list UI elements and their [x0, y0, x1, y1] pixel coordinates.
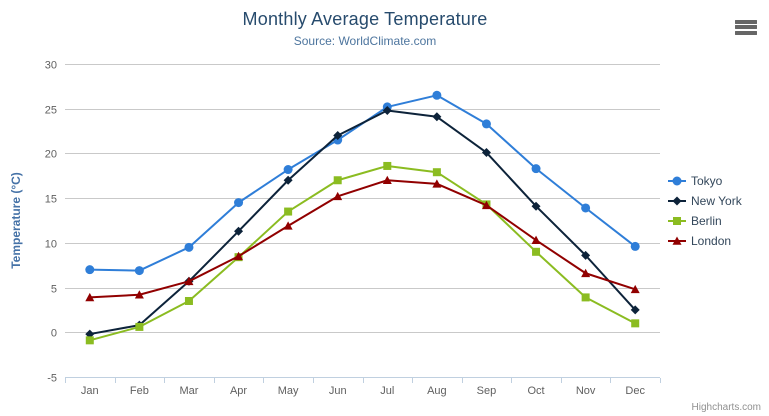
series-new-york — [85, 106, 640, 339]
x-axis-label: Oct — [527, 385, 544, 397]
tokyo-point-jan[interactable] — [85, 265, 95, 275]
london-point-feb[interactable] — [134, 290, 144, 299]
series-london — [85, 175, 640, 302]
x-axis-label: Jun — [329, 385, 347, 397]
london-point-jun[interactable] — [333, 191, 343, 201]
series-tokyo — [85, 90, 640, 276]
x-axis-label: Dec — [625, 385, 645, 397]
y-axis-label: 0 — [51, 328, 57, 340]
legend: Tokyo New York Berlin London — [668, 171, 742, 251]
legend-label-london: London — [691, 234, 732, 248]
new-york-point-jun[interactable] — [333, 131, 343, 141]
london-point-mar[interactable] — [184, 276, 194, 286]
tokyo-series-marker-icon — [668, 176, 686, 186]
new-york-point-jul[interactable] — [382, 106, 392, 116]
series-line-new-york — [88, 109, 637, 336]
new-york-point-oct[interactable] — [531, 201, 541, 211]
new-york-point-aug[interactable] — [432, 112, 442, 122]
berlin-point-jul[interactable] — [383, 161, 392, 170]
y-axis-label: 30 — [45, 60, 57, 72]
x-axis-label: Sep — [477, 385, 497, 397]
legend-item-berlin[interactable]: Berlin — [668, 211, 742, 231]
x-axis-label: Aug — [427, 385, 447, 397]
legend-item-tokyo[interactable]: Tokyo — [668, 171, 742, 191]
y-axis-label: 25 — [45, 105, 57, 117]
series-line-tokyo — [88, 94, 637, 272]
tokyo-point-sep[interactable] — [481, 119, 491, 129]
london-point-oct[interactable] — [531, 235, 541, 244]
berlin-point-dec[interactable] — [631, 319, 640, 328]
x-axis-label: May — [278, 385, 299, 397]
berlin-point-feb[interactable] — [135, 322, 144, 331]
london-point-may[interactable] — [283, 221, 293, 230]
series-line-london — [88, 179, 637, 299]
london-point-sep[interactable] — [481, 200, 491, 210]
berlin-point-mar[interactable] — [184, 296, 193, 305]
berlin-series-marker-icon — [668, 217, 686, 225]
new-york-point-jan[interactable] — [85, 329, 95, 339]
chart-title: Monthly Average Temperature — [242, 9, 488, 29]
legend-label-berlin: Berlin — [691, 214, 722, 228]
new-york-point-may[interactable] — [283, 175, 293, 185]
london-point-nov[interactable] — [581, 268, 591, 278]
x-axis-label: Jul — [380, 385, 394, 397]
new-york-point-nov[interactable] — [581, 250, 591, 260]
export-menu-button[interactable] — [733, 15, 759, 39]
hamburger-menu-icon — [735, 18, 757, 36]
london-point-jul[interactable] — [382, 175, 392, 185]
series-line-berlin — [88, 164, 637, 342]
y-axis-label: 15 — [45, 194, 57, 206]
x-axis-label: Apr — [230, 385, 247, 397]
london-point-jan[interactable] — [85, 292, 95, 302]
tokyo-point-mar[interactable] — [184, 242, 194, 252]
london-point-dec[interactable] — [630, 284, 640, 294]
legend-item-new-york[interactable]: New York — [668, 191, 742, 211]
new-york-point-sep[interactable] — [481, 148, 491, 158]
credits-link[interactable]: Highcharts.com — [691, 402, 761, 413]
london-point-apr[interactable] — [234, 251, 244, 261]
legend-label-tokyo: Tokyo — [691, 174, 723, 188]
x-axis-label: Feb — [130, 385, 149, 397]
tokyo-point-nov[interactable] — [581, 203, 591, 213]
x-axis-label: Mar — [179, 385, 198, 397]
tokyo-point-dec[interactable] — [630, 241, 640, 251]
new-york-series-marker-icon — [668, 196, 686, 206]
new-york-point-dec[interactable] — [630, 305, 640, 315]
london-series-marker-icon — [668, 236, 686, 245]
berlin-point-oct[interactable] — [532, 247, 541, 256]
berlin-point-jan[interactable] — [85, 336, 94, 345]
berlin-point-aug[interactable] — [432, 168, 441, 177]
tokyo-point-aug[interactable] — [432, 90, 442, 100]
london-point-aug[interactable] — [432, 179, 442, 188]
y-axis-title: Temperature (°C) — [9, 172, 23, 269]
berlin-point-may[interactable] — [284, 207, 293, 216]
x-axis-label: Nov — [576, 385, 596, 397]
y-axis-label: 10 — [45, 239, 57, 251]
legend-item-london[interactable]: London — [668, 231, 742, 251]
tokyo-point-feb[interactable] — [134, 266, 144, 276]
y-axis-label: -5 — [47, 373, 57, 385]
y-axis-label: 5 — [51, 284, 57, 296]
tokyo-point-apr[interactable] — [234, 198, 244, 208]
new-york-point-apr[interactable] — [234, 226, 244, 236]
chart-subtitle: Source: WorldClimate.com — [293, 34, 437, 48]
y-axis-label: 20 — [45, 149, 57, 161]
x-axis-label: Jan — [81, 385, 99, 397]
berlin-point-jun[interactable] — [333, 176, 342, 185]
legend-label-new-york: New York — [691, 194, 742, 208]
tokyo-point-oct[interactable] — [531, 164, 541, 174]
berlin-point-nov[interactable] — [581, 293, 590, 302]
tokyo-point-may[interactable] — [283, 165, 293, 175]
